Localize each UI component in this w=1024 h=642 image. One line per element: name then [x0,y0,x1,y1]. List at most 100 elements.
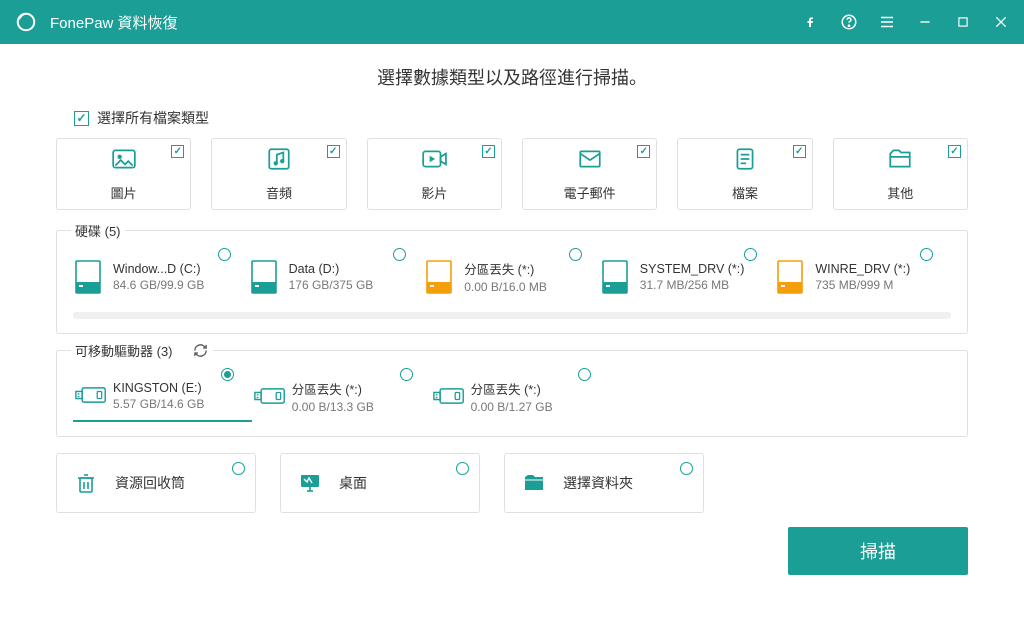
facebook-icon[interactable] [802,13,820,31]
location-label: 選擇資料夾 [563,473,633,493]
titlebar: FonePaw 資料恢復 [0,0,1024,44]
recycle-icon [71,469,101,497]
scan-button[interactable]: 掃描 [788,527,968,575]
type-card-checkbox[interactable] [793,145,806,158]
disk-icon [75,260,103,294]
removable-name: KINGSTON (E:) [113,381,204,395]
type-card-label: 電子郵件 [564,183,616,202]
menu-icon[interactable] [878,13,896,31]
location-label: 桌面 [339,473,367,493]
document-icon [732,146,758,177]
removable-name: 分區丟失 (*:) [292,379,374,398]
location-folder[interactable]: 選擇資料夾 [504,453,704,513]
help-icon[interactable] [840,13,858,31]
disk-radio[interactable] [920,248,933,261]
select-all-checkbox[interactable] [74,111,89,126]
disk-item[interactable]: Data (D:) 176 GB/375 GB [249,251,425,302]
disk-icon [426,260,454,294]
disk-name: Data (D:) [289,262,374,276]
disk-name: WINRE_DRV (*:) [815,262,910,276]
type-card-checkbox[interactable] [327,145,340,158]
location-radio[interactable] [680,462,693,475]
disk-icon [251,260,279,294]
removable-radio[interactable] [221,368,234,381]
disks-group: 硬碟 (5) Window...D (C:)84.6 GB/99.9 GBDat… [56,230,968,334]
disk-size: 176 GB/375 GB [289,278,374,292]
type-card-label: 檔案 [732,183,758,202]
folder-icon [519,469,549,497]
video-icon [421,146,447,177]
disk-icon [602,260,630,294]
location-recycle[interactable]: 資源回收筒 [56,453,256,513]
disk-radio[interactable] [393,248,406,261]
location-desktop[interactable]: 桌面 [280,453,480,513]
disk-size: 84.6 GB/99.9 GB [113,278,204,292]
usb-icon [254,385,282,409]
refresh-icon[interactable] [193,343,209,359]
removable-radio[interactable] [400,368,413,381]
app-logo-icon [14,10,38,34]
disk-size: 0.00 B/16.0 MB [464,280,547,294]
disk-radio[interactable] [744,248,757,261]
location-label: 資源回收筒 [115,473,185,493]
type-card-label: 其他 [887,183,913,202]
select-all-row[interactable]: 選擇所有檔案類型 [74,108,968,128]
disk-item[interactable]: WINRE_DRV (*:) 735 MB/999 M [775,251,951,302]
disk-item[interactable]: Window...D (C:) 84.6 GB/99.9 GB [73,251,249,302]
disk-item[interactable]: 分區丟失 (*:) 0.00 B/16.0 MB [424,251,600,302]
removable-item[interactable]: 分區丟失 (*:) 0.00 B/1.27 GB [431,371,610,422]
disk-name: Window...D (C:) [113,262,204,276]
app-title: FonePaw 資料恢復 [50,12,178,33]
type-card-label: 音頻 [266,183,292,202]
audio-icon [266,146,292,177]
disk-icon [777,260,805,294]
location-radio[interactable] [232,462,245,475]
disk-radio[interactable] [569,248,582,261]
page-heading: 選擇數據類型以及路徑進行掃描。 [56,64,968,90]
type-cards: 圖片 音頻 影片 電子郵件 檔案 其他 [56,138,968,210]
type-card-checkbox[interactable] [637,145,650,158]
removable-name: 分區丟失 (*:) [471,379,553,398]
maximize-icon[interactable] [954,13,972,31]
removable-group-text: 可移動驅動器 (3) [75,341,173,360]
type-card-label: 影片 [421,183,447,202]
email-icon [577,146,603,177]
removable-item[interactable]: 分區丟失 (*:) 0.00 B/13.3 GB [252,371,431,422]
disks-group-label: 硬碟 (5) [71,221,125,240]
type-card-audio[interactable]: 音頻 [211,138,346,210]
type-card-checkbox[interactable] [171,145,184,158]
type-card-other[interactable]: 其他 [833,138,968,210]
select-all-label: 選擇所有檔案類型 [97,108,209,128]
type-card-image[interactable]: 圖片 [56,138,191,210]
type-card-video[interactable]: 影片 [367,138,502,210]
usb-icon [433,385,461,409]
disk-size: 735 MB/999 M [815,278,910,292]
disk-radio[interactable] [218,248,231,261]
disk-name: 分區丟失 (*:) [464,259,547,278]
close-icon[interactable] [992,13,1010,31]
removable-radio[interactable] [578,368,591,381]
removable-size: 0.00 B/13.3 GB [292,400,374,414]
disks-scrollbar[interactable] [73,312,951,319]
minimize-icon[interactable] [916,13,934,31]
disks-row: Window...D (C:) 84.6 GB/99.9 GB Data (D:) 1… [73,251,951,302]
removable-row: KINGSTON (E:) 5.57 GB/14.6 GB 分區丟失 (*:) 0.0… [73,371,951,422]
location-radio[interactable] [456,462,469,475]
disk-name: SYSTEM_DRV (*:) [640,262,745,276]
removable-group-label: 可移動驅動器 (3) [71,341,213,360]
location-row: 資源回收筒 桌面 選擇資料夾 [56,453,968,513]
type-card-label: 圖片 [111,183,137,202]
usb-icon [75,384,103,408]
type-card-checkbox[interactable] [948,145,961,158]
removable-size: 0.00 B/1.27 GB [471,400,553,414]
removable-group: 可移動驅動器 (3) KINGSTON (E:)5.57 GB/14.6 GB分… [56,350,968,437]
disk-size: 31.7 MB/256 MB [640,278,745,292]
removable-size: 5.57 GB/14.6 GB [113,397,204,411]
type-card-document[interactable]: 檔案 [677,138,812,210]
removable-item[interactable]: KINGSTON (E:) 5.57 GB/14.6 GB [73,371,252,422]
disk-item[interactable]: SYSTEM_DRV (*:) 31.7 MB/256 MB [600,251,776,302]
other-icon [887,146,913,177]
type-card-checkbox[interactable] [482,145,495,158]
type-card-email[interactable]: 電子郵件 [522,138,657,210]
desktop-icon [295,469,325,497]
